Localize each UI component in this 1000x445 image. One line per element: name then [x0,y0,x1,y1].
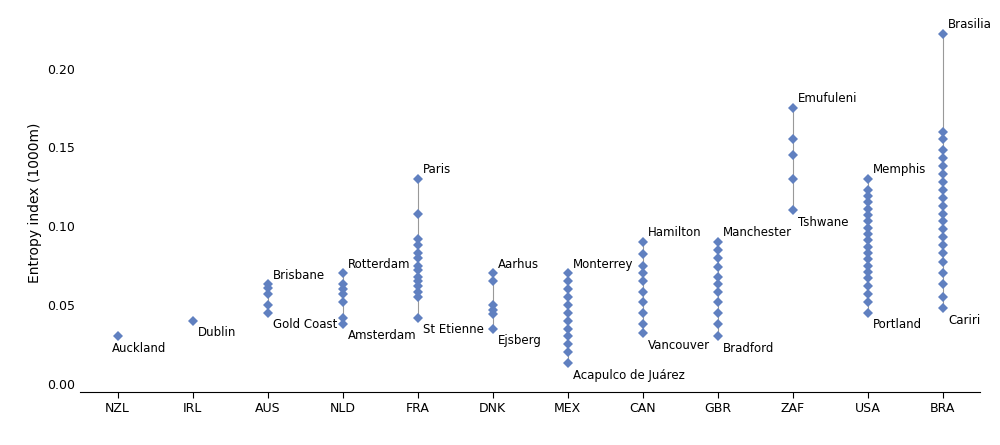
Text: Paris: Paris [423,163,451,176]
Text: Memphis: Memphis [873,163,926,176]
Text: Ejsberg: Ejsberg [498,334,542,347]
Text: Cariri: Cariri [948,314,980,327]
Text: Aarhus: Aarhus [498,258,539,271]
Text: Dublin: Dublin [198,326,236,339]
Text: Hamilton: Hamilton [648,226,702,239]
Text: Bradford: Bradford [723,342,774,355]
Text: St Etienne: St Etienne [423,323,484,336]
Text: Manchester: Manchester [723,226,792,239]
Text: Emufuleni: Emufuleni [798,92,858,105]
Text: Brasilia: Brasilia [948,18,992,31]
Text: Tshwane: Tshwane [798,216,849,229]
Text: Auckland: Auckland [112,342,166,355]
Text: Portland: Portland [873,318,922,332]
Text: Brisbane: Brisbane [273,269,325,282]
Text: Rotterdam: Rotterdam [348,258,411,271]
Y-axis label: Entropy index (1000m): Entropy index (1000m) [28,122,42,283]
Text: Amsterdam: Amsterdam [348,329,417,342]
Text: Acapulco de Juárez: Acapulco de Juárez [573,369,685,382]
Text: Vancouver: Vancouver [648,339,710,352]
Text: Gold Coast: Gold Coast [273,318,337,332]
Text: Monterrey: Monterrey [573,258,634,271]
